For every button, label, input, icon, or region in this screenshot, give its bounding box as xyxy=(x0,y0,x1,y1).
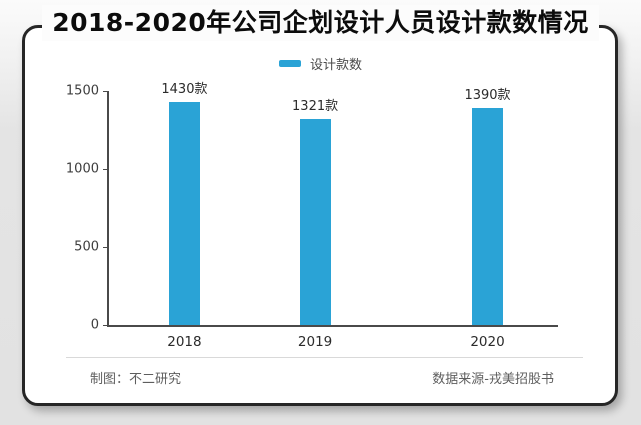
chart-title: 2018-2020年公司企划设计人员设计款数情况 xyxy=(0,5,641,41)
chart-title-text: 2018-2020年公司企划设计人员设计款数情况 xyxy=(42,5,599,41)
plot-area: 0 500 1000 1500 1430款 2018 1321款 2019 1390款 2020 xyxy=(66,82,558,350)
bar-value-label: 1430款 xyxy=(161,81,208,97)
legend-label: 设计款数 xyxy=(309,57,362,73)
y-axis-tick-label: 1500 xyxy=(65,83,99,99)
y-axis-tick-label: 0 xyxy=(90,317,99,333)
footer-divider xyxy=(66,357,583,358)
legend-swatch xyxy=(278,59,301,67)
y-axis-tick-label: 500 xyxy=(74,239,99,255)
y-axis-tick-label: 1000 xyxy=(65,161,99,177)
x-axis-tick-label: 2020 xyxy=(470,334,505,350)
bar-value-label: 1390款 xyxy=(464,88,511,104)
legend: 设计款数 xyxy=(0,54,641,73)
y-axis-tick-mark xyxy=(103,246,108,248)
footer-credit: 制图：不二研究 xyxy=(90,372,182,387)
bar-value-label: 1321款 xyxy=(292,98,339,114)
bar-2019 xyxy=(299,118,331,325)
footer: 制图：不二研究 数据来源-戎美招股书 xyxy=(90,368,554,387)
bar-2018 xyxy=(168,101,200,325)
footer-source: 数据来源-戎美招股书 xyxy=(432,372,554,387)
y-axis-tick-mark xyxy=(103,90,108,92)
x-axis-tick-label: 2019 xyxy=(297,334,333,350)
x-axis-tick-label: 2018 xyxy=(167,334,202,350)
y-axis-tick-mark xyxy=(103,168,108,170)
bar-2020 xyxy=(472,108,503,325)
y-axis-tick-mark xyxy=(103,324,108,326)
